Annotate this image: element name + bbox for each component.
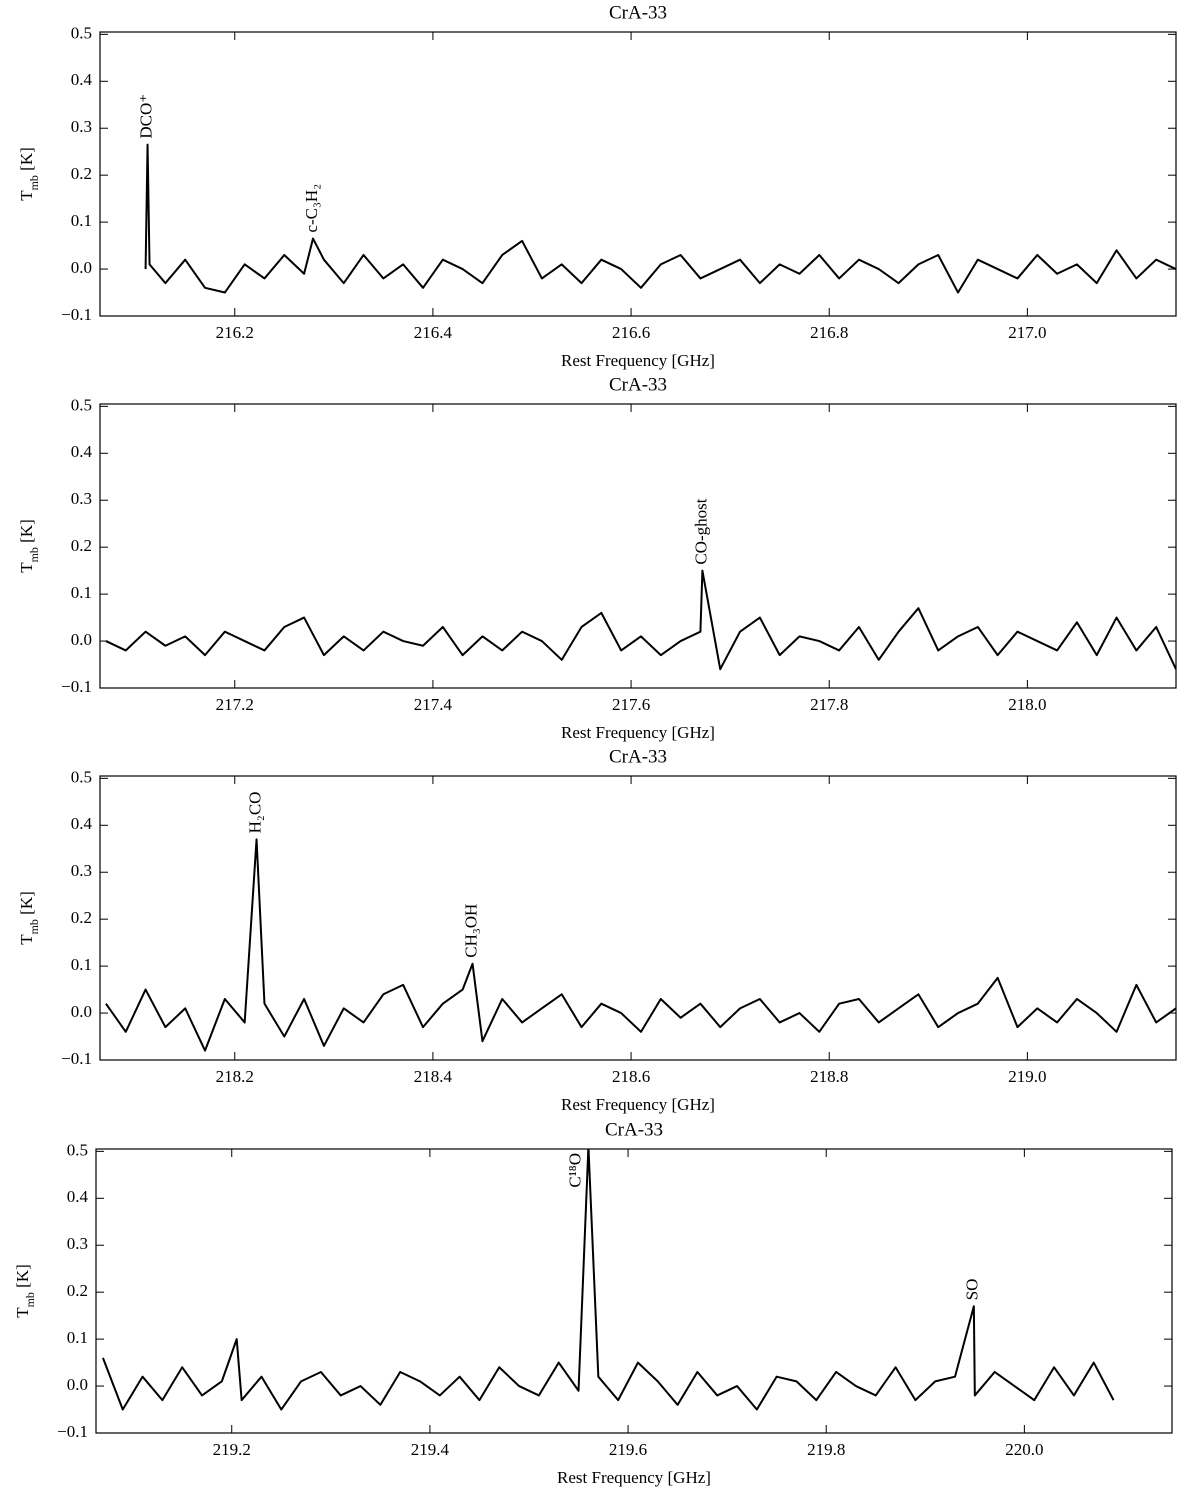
y-tick-label: 0.3 bbox=[71, 489, 92, 508]
spectrum-line bbox=[105, 569, 1176, 671]
y-tick-label: 0.3 bbox=[71, 117, 92, 136]
x-tick-label: 217.4 bbox=[414, 695, 453, 714]
y-tick-label: 0.4 bbox=[71, 70, 93, 89]
y-tick-label: 0.3 bbox=[71, 861, 92, 880]
y-tick-label: 0.0 bbox=[71, 1002, 92, 1021]
y-axis-label-part: [K] bbox=[17, 891, 36, 919]
x-axis-label: Rest Frequency [GHz] bbox=[561, 351, 715, 370]
y-axis-label-part: mb bbox=[27, 919, 41, 934]
line-label: SO bbox=[963, 1279, 982, 1301]
chart-title: CrA-33 bbox=[609, 2, 667, 23]
y-tick-label: −0.1 bbox=[61, 305, 92, 324]
line-label: CO-ghost bbox=[691, 498, 710, 564]
plot-frame bbox=[99, 31, 1177, 317]
y-tick-label: −0.1 bbox=[61, 677, 92, 696]
y-tick-label: 0.5 bbox=[67, 1140, 88, 1159]
y-tick-label: −0.1 bbox=[61, 1049, 92, 1068]
x-tick-label: 219.4 bbox=[411, 1440, 450, 1459]
y-tick-label: 0.2 bbox=[71, 164, 92, 183]
y-axis-label-part: [K] bbox=[17, 147, 36, 175]
spectrum-line bbox=[102, 1149, 1115, 1411]
x-tick-label: 218.8 bbox=[810, 1067, 848, 1086]
x-axis-label: Rest Frequency [GHz] bbox=[561, 723, 715, 742]
x-tick-label: 218.0 bbox=[1008, 695, 1046, 714]
spectrum-line bbox=[105, 838, 1176, 1052]
y-tick-label: 0.1 bbox=[71, 211, 92, 230]
x-axis-label: Rest Frequency [GHz] bbox=[561, 1095, 715, 1114]
x-tick-label: 217.2 bbox=[216, 695, 254, 714]
y-axis-label-part: T bbox=[17, 562, 36, 573]
x-tick-label: 217.8 bbox=[810, 695, 848, 714]
x-tick-label: 216.8 bbox=[810, 323, 848, 342]
x-tick-label: 216.4 bbox=[414, 323, 453, 342]
y-axis-label-part: T bbox=[13, 1307, 32, 1318]
y-axis-label: Tmb [K] bbox=[17, 519, 41, 573]
chart-title: CrA-33 bbox=[609, 374, 667, 395]
y-tick-label: 0.4 bbox=[71, 814, 93, 833]
x-tick-label: 216.6 bbox=[612, 323, 650, 342]
x-tick-label: 218.4 bbox=[414, 1067, 453, 1086]
x-tick-label: 220.0 bbox=[1005, 1440, 1043, 1459]
y-tick-label: 0.2 bbox=[71, 536, 92, 555]
y-axis-label: Tmb [K] bbox=[17, 147, 41, 201]
y-tick-label: 0.1 bbox=[71, 583, 92, 602]
y-axis-label-part: mb bbox=[23, 1292, 37, 1307]
y-axis-label-part: T bbox=[17, 190, 36, 201]
y-tick-label: 0.0 bbox=[71, 630, 92, 649]
y-axis-label-part: [K] bbox=[13, 1264, 32, 1292]
x-axis-label: Rest Frequency [GHz] bbox=[557, 1468, 711, 1487]
spectrum-line bbox=[144, 143, 1176, 294]
y-tick-label: 0.0 bbox=[71, 258, 92, 277]
y-tick-label: 0.4 bbox=[71, 442, 93, 461]
x-tick-label: 219.6 bbox=[609, 1440, 647, 1459]
y-axis-label-part: mb bbox=[27, 547, 41, 562]
y-axis-label-part: mb bbox=[27, 175, 41, 190]
y-tick-label: 0.0 bbox=[67, 1375, 88, 1394]
line-label: c-C₃H₂ bbox=[302, 184, 321, 233]
line-label: C¹⁸O bbox=[565, 1153, 584, 1188]
y-axis-label-part: T bbox=[17, 934, 36, 945]
y-tick-label: 0.3 bbox=[67, 1234, 88, 1253]
y-tick-label: 0.4 bbox=[67, 1187, 89, 1206]
y-tick-label: 0.2 bbox=[71, 908, 92, 927]
plot-frame bbox=[95, 1148, 1173, 1434]
y-axis-label-part: [K] bbox=[17, 519, 36, 547]
chart-title: CrA-33 bbox=[605, 1119, 663, 1140]
x-tick-label: 217.0 bbox=[1008, 323, 1046, 342]
x-tick-label: 219.0 bbox=[1008, 1067, 1046, 1086]
x-tick-label: 218.2 bbox=[216, 1067, 254, 1086]
chart-title: CrA-33 bbox=[609, 746, 667, 767]
y-tick-label: −0.1 bbox=[57, 1422, 88, 1441]
y-tick-label: 0.1 bbox=[71, 955, 92, 974]
line-label: H₂CO bbox=[245, 792, 264, 834]
x-tick-label: 217.6 bbox=[612, 695, 650, 714]
line-label: CH₃OH bbox=[461, 904, 480, 958]
y-tick-label: 0.2 bbox=[67, 1281, 88, 1300]
x-tick-label: 216.2 bbox=[216, 323, 254, 342]
x-tick-label: 219.2 bbox=[213, 1440, 251, 1459]
y-tick-label: 0.1 bbox=[67, 1328, 88, 1347]
plot-frame bbox=[99, 403, 1177, 689]
y-axis-label: Tmb [K] bbox=[17, 891, 41, 945]
y-tick-label: 0.5 bbox=[71, 767, 92, 786]
line-label: DCO⁺ bbox=[136, 94, 155, 139]
x-tick-label: 218.6 bbox=[612, 1067, 650, 1086]
y-tick-label: 0.5 bbox=[71, 23, 92, 42]
y-tick-label: 0.5 bbox=[71, 395, 92, 414]
y-axis-label: Tmb [K] bbox=[13, 1264, 37, 1318]
plot-frame bbox=[99, 775, 1177, 1061]
x-tick-label: 219.8 bbox=[807, 1440, 845, 1459]
